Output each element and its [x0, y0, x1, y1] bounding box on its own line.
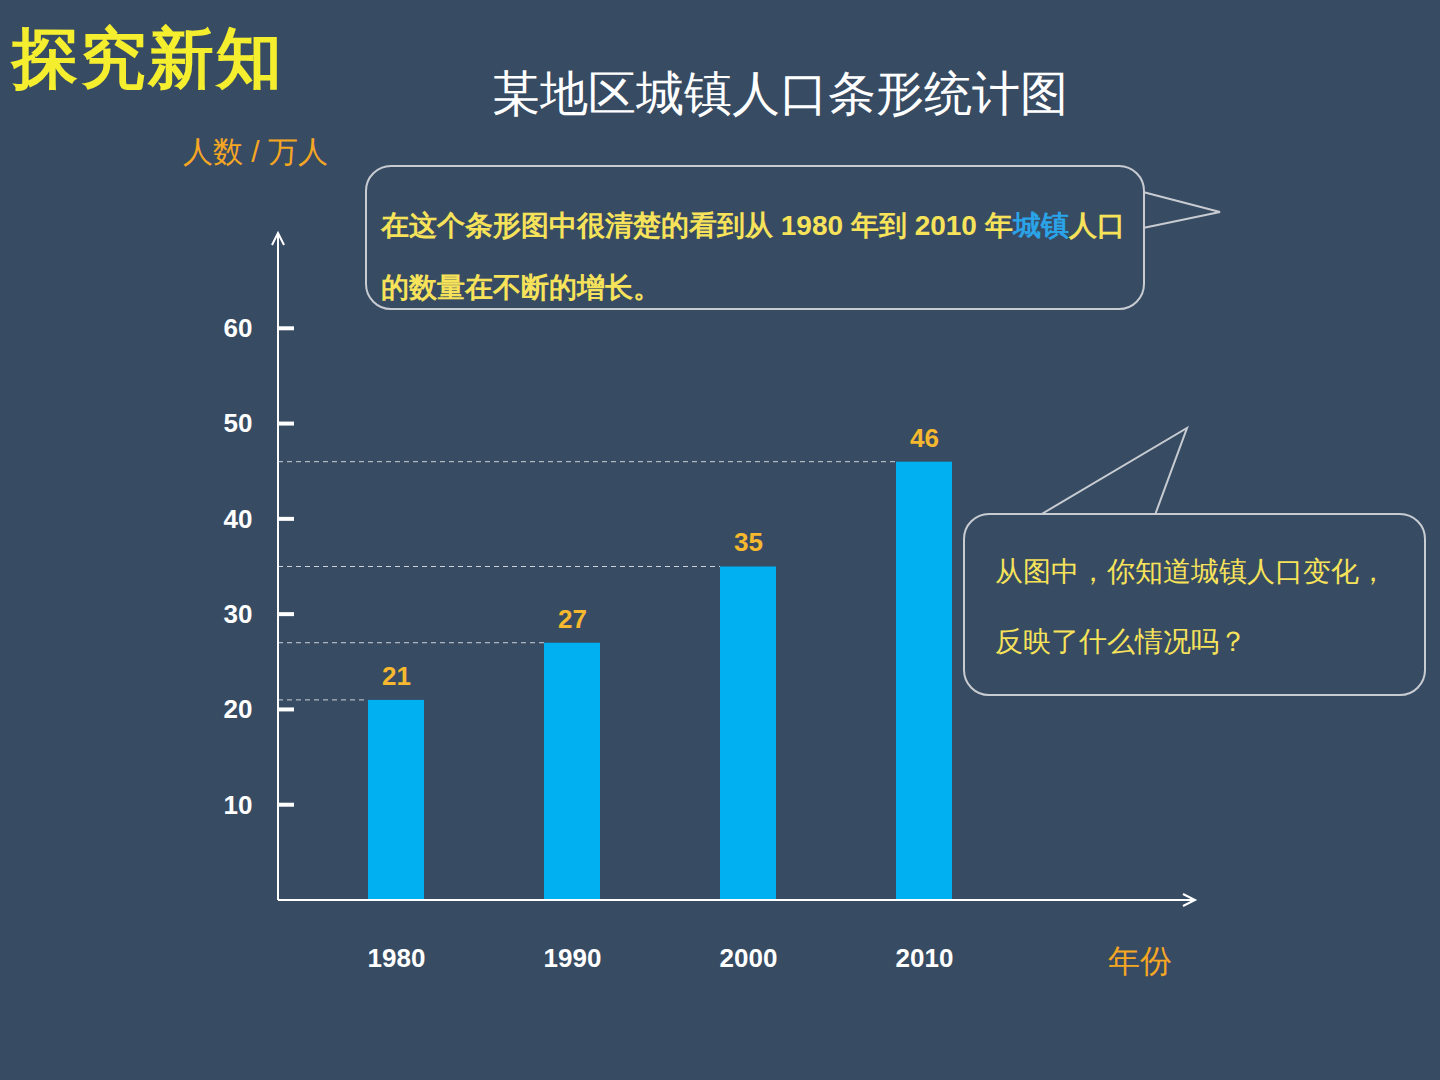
html-text:年份: 年份: [1108, 943, 1172, 979]
html-text:在这个条形图中很清楚的看到从 1980 年到 2010 年城: 在这个条形图中很清楚的看到从 1980 年到 2010 年城镇人口的数量在不断的…: [381, 210, 1125, 303]
svg-text:46: 46: [910, 423, 939, 453]
svg-text:40: 40: [224, 504, 253, 534]
svg-text:1990: 1990: [544, 943, 602, 973]
svg-text:2000: 2000: [720, 943, 778, 973]
svg-text:35: 35: [734, 527, 763, 557]
svg-text:1980: 1980: [368, 943, 426, 973]
svg-text:30: 30: [224, 599, 253, 629]
svg-text:50: 50: [224, 408, 253, 438]
html-text:某地区城镇人口条形统计图: 某地区城镇人口条形统计图: [492, 65, 1068, 121]
svg-text:10: 10: [224, 790, 253, 820]
svg-text:2010: 2010: [896, 943, 954, 973]
html-text:从图中，你知道城镇人口变化，反映了什么情况吗？: 从图中，你知道城镇人口变化，反映了什么情况吗？: [995, 556, 1387, 657]
svg-text:60: 60: [224, 313, 253, 343]
svg-text:21: 21: [382, 661, 411, 691]
svg-text:27: 27: [558, 604, 587, 634]
svg-text:20: 20: [224, 694, 253, 724]
html-text:探究新知: 探究新知: [12, 20, 284, 97]
html-text:人数 / 万人: 人数 / 万人: [183, 135, 328, 168]
